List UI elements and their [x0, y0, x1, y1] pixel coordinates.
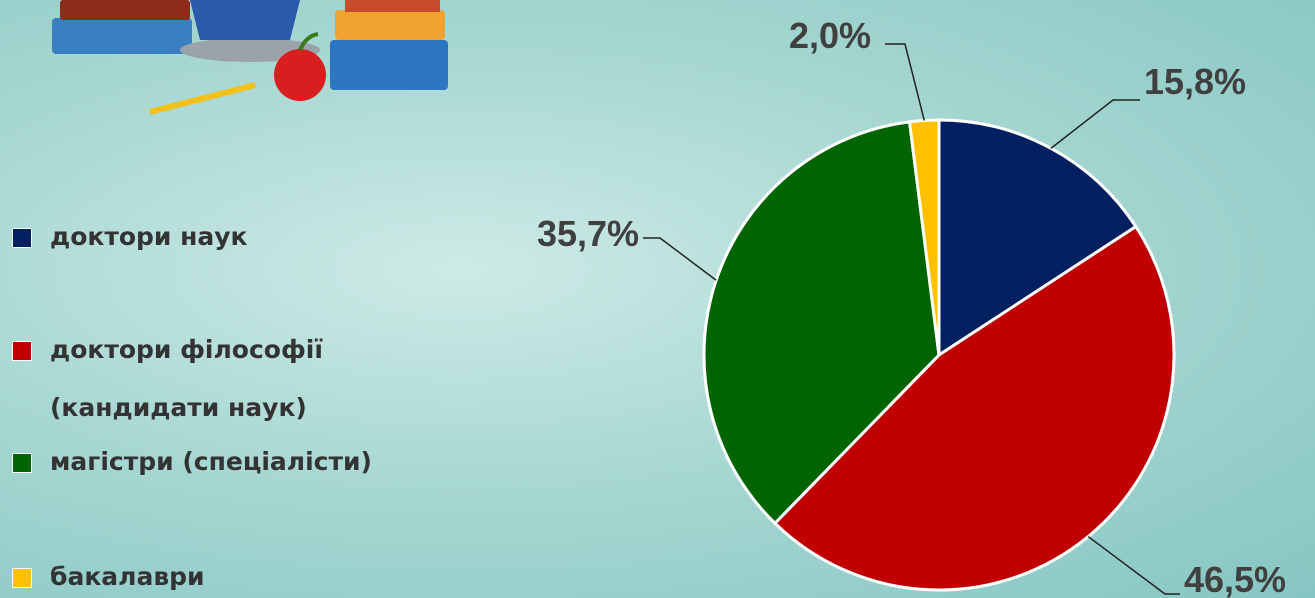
legend-item: доктори філософії (кандидати наук) — [12, 321, 452, 437]
legend-label: доктори філософії (кандидати наук) — [50, 335, 323, 422]
legend-item: бакалаври — [12, 548, 452, 598]
books-illustration — [52, 0, 448, 115]
data-label: 35,7% — [537, 213, 639, 254]
legend-swatch — [12, 341, 32, 361]
leader-line — [643, 237, 717, 281]
pie-slice — [907, 118, 941, 356]
data-label: 46,5% — [1184, 559, 1286, 598]
legend-swatch — [12, 453, 32, 473]
leader-line — [1050, 99, 1140, 149]
legend-label: бакалаври — [50, 562, 205, 591]
legend-label: магістри (спеціалісти) — [50, 447, 372, 476]
pie-slice — [937, 118, 1138, 358]
legend-label: доктори наук — [50, 222, 248, 251]
data-label: 15,8% — [1144, 61, 1246, 102]
legend-swatch — [12, 568, 32, 588]
data-label: 2,0% — [789, 15, 871, 56]
leader-line — [885, 43, 925, 121]
legend-swatch — [12, 228, 32, 248]
legend-item: магістри (спеціалісти) — [12, 433, 452, 491]
leader-line — [1087, 535, 1180, 595]
legend-item: доктори наук — [12, 208, 452, 266]
